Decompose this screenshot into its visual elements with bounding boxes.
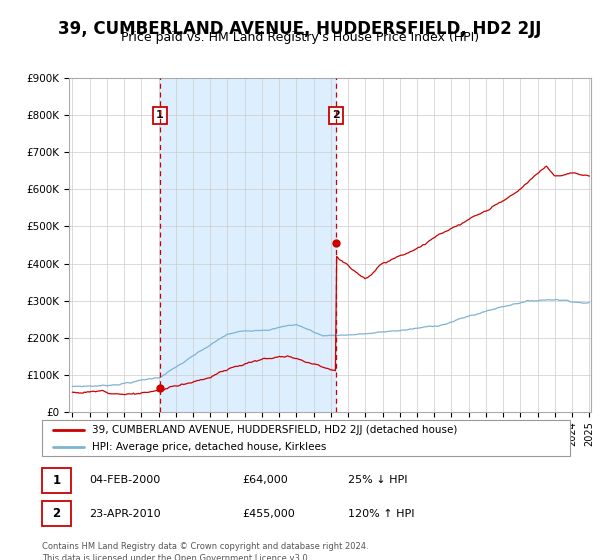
FancyBboxPatch shape bbox=[42, 502, 71, 526]
Text: 120% ↑ HPI: 120% ↑ HPI bbox=[348, 509, 415, 519]
Text: 23-APR-2010: 23-APR-2010 bbox=[89, 509, 161, 519]
Text: 1: 1 bbox=[52, 474, 61, 487]
Text: 2: 2 bbox=[332, 110, 340, 120]
Text: £455,000: £455,000 bbox=[242, 509, 295, 519]
Text: Contains HM Land Registry data © Crown copyright and database right 2024.
This d: Contains HM Land Registry data © Crown c… bbox=[42, 542, 368, 560]
FancyBboxPatch shape bbox=[42, 420, 570, 456]
FancyBboxPatch shape bbox=[42, 468, 71, 493]
Text: Price paid vs. HM Land Registry's House Price Index (HPI): Price paid vs. HM Land Registry's House … bbox=[121, 31, 479, 44]
Text: 2: 2 bbox=[52, 507, 61, 520]
Text: 1: 1 bbox=[156, 110, 164, 120]
Text: 04-FEB-2000: 04-FEB-2000 bbox=[89, 475, 161, 485]
Text: 39, CUMBERLAND AVENUE, HUDDERSFIELD, HD2 2JJ: 39, CUMBERLAND AVENUE, HUDDERSFIELD, HD2… bbox=[58, 20, 542, 38]
Text: 25% ↓ HPI: 25% ↓ HPI bbox=[348, 475, 408, 485]
Text: HPI: Average price, detached house, Kirklees: HPI: Average price, detached house, Kirk… bbox=[92, 442, 326, 451]
Bar bbox=[160, 78, 336, 412]
Text: 39, CUMBERLAND AVENUE, HUDDERSFIELD, HD2 2JJ (detached house): 39, CUMBERLAND AVENUE, HUDDERSFIELD, HD2… bbox=[92, 425, 458, 435]
Text: £64,000: £64,000 bbox=[242, 475, 289, 485]
